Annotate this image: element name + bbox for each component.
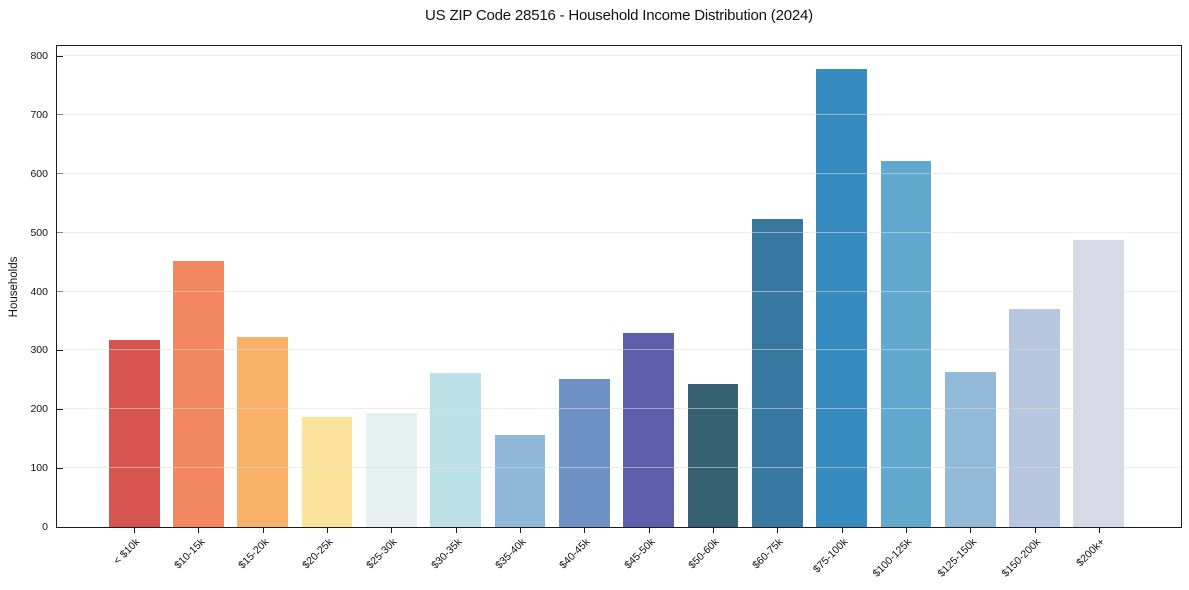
x-tick-mark	[134, 527, 136, 533]
bar	[237, 336, 289, 527]
bar	[623, 333, 675, 527]
bar	[751, 218, 803, 527]
bar-slot: $10-15k	[166, 46, 230, 571]
x-tick-label: $10-15k	[171, 536, 207, 572]
y-tick-mark	[57, 408, 63, 410]
x-tick-label: $50-60k	[686, 536, 722, 572]
bar-slot: $45-50k	[617, 46, 681, 571]
x-tick-label: $150-200k	[999, 536, 1044, 580]
x-tick-mark	[1034, 527, 1036, 533]
x-tick-label: $35-40k	[493, 536, 529, 572]
x-tick-mark	[777, 527, 779, 533]
bar-slot: $100-125k	[871, 46, 938, 580]
x-tick-label: $60-75k	[750, 536, 786, 572]
y-tick-label: 500	[30, 226, 48, 239]
x-tick-mark	[455, 527, 457, 533]
x-tick-label: $20-25k	[300, 536, 336, 572]
x-tick-mark	[327, 527, 329, 533]
y-tick-label: 300	[30, 344, 48, 357]
y-axis: 0 100 200 300 400 500 600 700 800	[0, 46, 63, 533]
x-tick-label: $40-45k	[557, 536, 593, 572]
x-tick-mark	[905, 527, 907, 533]
bar	[816, 68, 867, 527]
bar	[494, 435, 546, 527]
x-tick-mark	[970, 527, 972, 533]
bar	[173, 260, 224, 527]
x-tick-label: $200k+	[1074, 536, 1108, 570]
bar	[301, 416, 353, 527]
bar	[880, 160, 932, 527]
x-tick-label: < $10k	[111, 536, 143, 567]
x-tick-mark	[520, 527, 522, 533]
y-tick-mark	[57, 291, 63, 293]
bar	[558, 379, 610, 527]
x-tick-mark	[198, 527, 200, 533]
y-tick-mark	[57, 173, 63, 175]
y-tick-label: 400	[30, 285, 48, 298]
x-tick-label: $15-20k	[235, 536, 272, 572]
y-tick-label: 0	[42, 521, 48, 533]
x-tick-label: $100-125k	[870, 536, 915, 580]
x-tick-label: $30-35k	[428, 536, 465, 572]
y-tick-mark	[57, 114, 63, 116]
bar-slot: $50-60k	[681, 46, 745, 571]
bar	[366, 413, 417, 527]
x-tick-label: $75-100k	[810, 536, 851, 576]
bar	[1009, 309, 1060, 527]
bar-slot: $200k+	[1067, 46, 1131, 569]
bar	[1073, 239, 1125, 527]
bar-slot: < $10k	[102, 46, 166, 567]
y-tick-label: 200	[30, 403, 48, 416]
y-tick-label: 800	[30, 50, 48, 63]
bar-slot: $15-20k	[231, 46, 295, 571]
x-tick-mark	[1098, 527, 1100, 533]
bar	[687, 383, 739, 527]
bar-slot: $20-25k	[295, 46, 359, 571]
x-tick-mark	[584, 527, 586, 533]
x-tick-label: $25-30k	[364, 536, 400, 572]
plot-area: < $10k $10-15k $15-20k $20-25k $25-30k $30-35…	[56, 45, 1182, 580]
y-tick-label: 600	[30, 167, 48, 180]
bar-slot: $60-75k	[745, 46, 809, 571]
bar	[430, 372, 482, 527]
x-tick-label: $125-150k	[935, 536, 979, 580]
bar-slot: $150-200k	[999, 46, 1066, 580]
bar-slot: $75-100k	[809, 46, 873, 575]
x-tick-mark	[841, 527, 843, 533]
x-tick-label: $45-50k	[621, 536, 658, 572]
bars-container: < $10k $10-15k $15-20k $20-25k $25-30k $30-35…	[57, 46, 1181, 580]
y-tick-label: 100	[30, 462, 48, 475]
bar	[108, 339, 160, 527]
y-tick-mark	[57, 467, 63, 469]
bar-slot: $25-30k	[359, 46, 423, 571]
bar-slot: $125-150k	[935, 46, 1002, 580]
y-tick-mark	[57, 349, 63, 351]
y-tick-mark	[57, 55, 63, 57]
bar-slot: $35-40k	[488, 46, 552, 571]
bar	[944, 371, 996, 527]
bar-slot: $40-45k	[552, 46, 616, 571]
x-tick-mark	[712, 527, 714, 533]
y-tick-mark	[57, 232, 63, 234]
x-tick-mark	[262, 527, 264, 533]
bar-slot: $30-35k	[424, 46, 488, 571]
x-tick-mark	[648, 527, 650, 533]
x-tick-mark	[391, 527, 393, 533]
chart-title: US ZIP Code 28516 - Household Income Dis…	[425, 7, 813, 24]
y-tick-label: 700	[30, 108, 48, 121]
